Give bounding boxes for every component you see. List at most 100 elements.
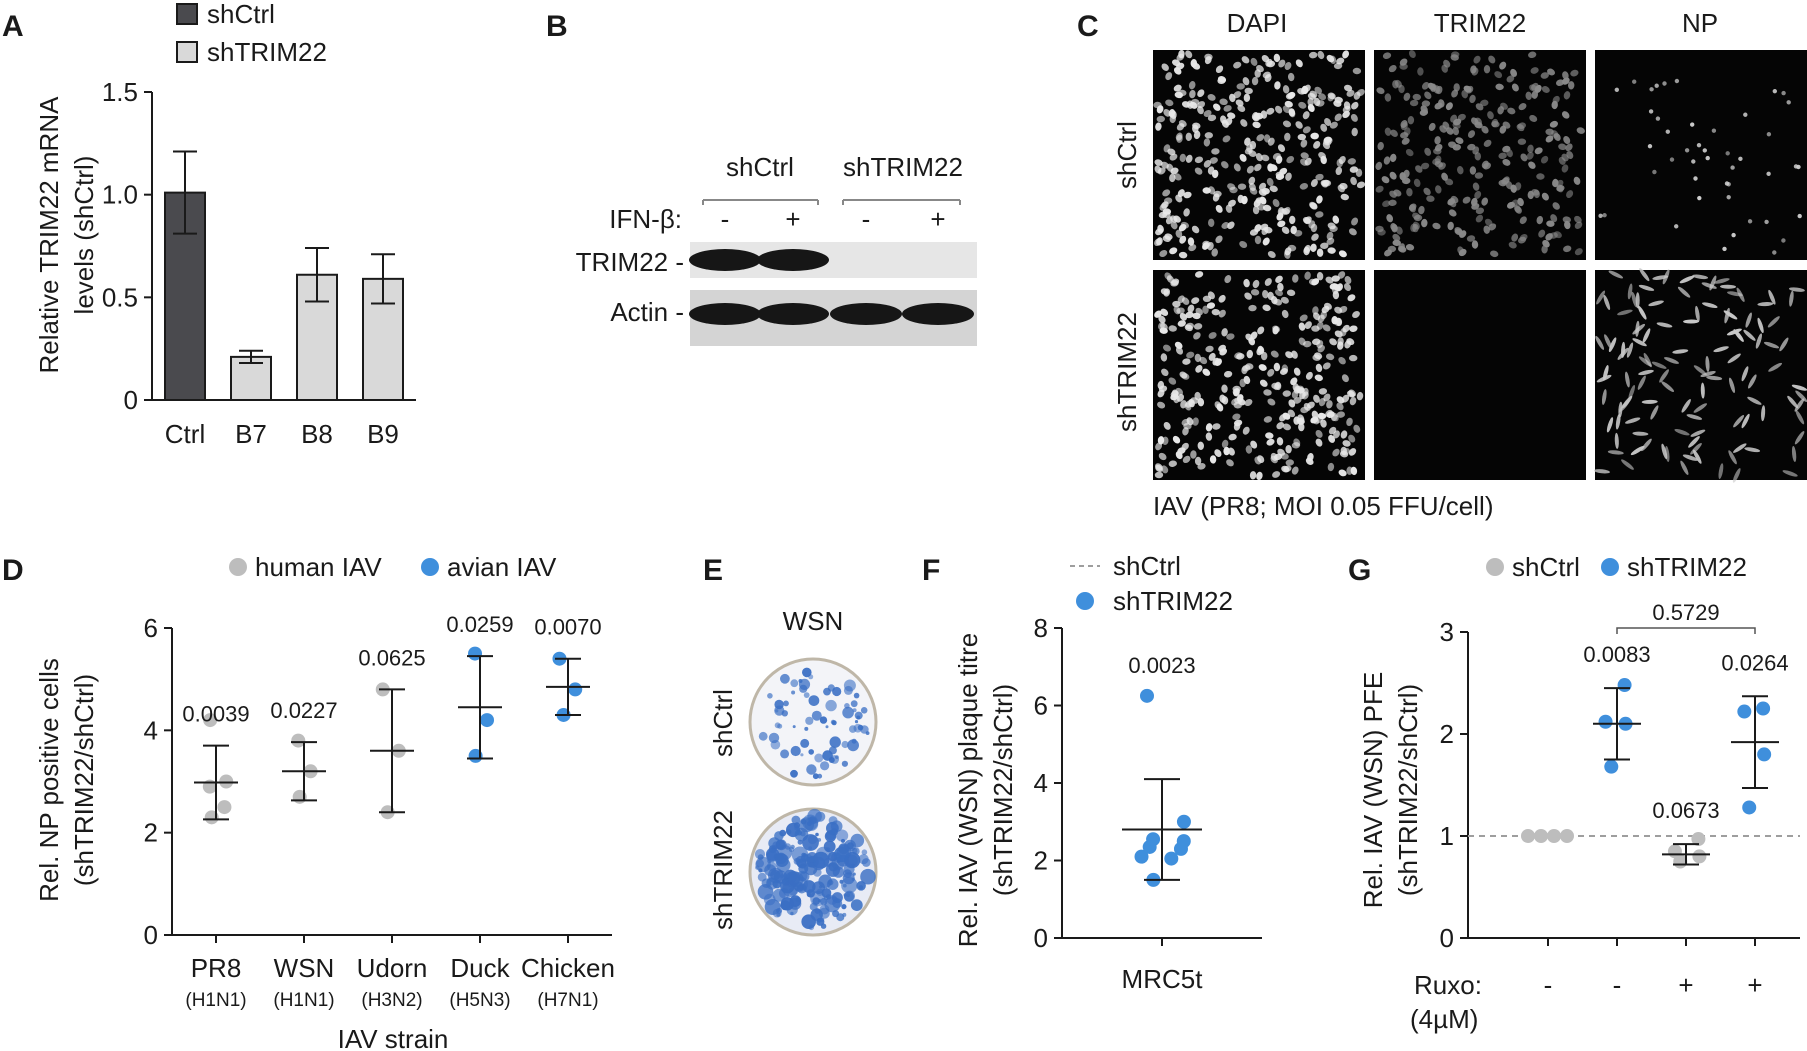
micro-cell (1190, 450, 1197, 459)
micro-cell (1794, 398, 1805, 412)
micro-cell (1192, 312, 1201, 320)
micro-cell (1339, 450, 1349, 458)
micro-cell (1390, 129, 1398, 137)
plaque-spot (825, 699, 837, 712)
plaque-spot (828, 861, 839, 872)
micro-cell (1690, 429, 1706, 437)
micro-cell (1233, 163, 1241, 172)
micro-cell (1419, 109, 1429, 116)
2-y-tick-label: 8 (1034, 613, 1048, 643)
micro-cell (1307, 97, 1314, 107)
micro-cell (1256, 203, 1266, 211)
micro-cell (1723, 310, 1738, 320)
micro-cell (1315, 438, 1323, 447)
micro-cell (1311, 325, 1320, 332)
micro-cell (1347, 158, 1356, 165)
micro-cell (1596, 374, 1612, 383)
micro-cell (1242, 77, 1250, 86)
micro-cell (1316, 248, 1324, 257)
micro-cell (1604, 334, 1612, 349)
micro-cell (1528, 51, 1537, 59)
micro-cell (1298, 422, 1305, 432)
plaque-spot (826, 821, 839, 835)
micro-cell (1305, 457, 1314, 465)
g-data-point (1667, 844, 1682, 859)
micro-cell (1211, 308, 1220, 316)
micro-cell (1462, 196, 1471, 204)
micro-cell (1299, 183, 1309, 190)
micro-cell (1693, 403, 1708, 413)
plaque-spot (758, 731, 768, 741)
micro-cell (1669, 157, 1675, 162)
micro-cell (1555, 79, 1565, 86)
micro-cell (1608, 270, 1624, 279)
micro-cell (1223, 105, 1232, 112)
micro-cell (1236, 353, 1245, 360)
micro-cell (1275, 171, 1284, 179)
micro-cell (1674, 428, 1690, 436)
micro-cell (1529, 115, 1538, 122)
micro-cell (1168, 109, 1176, 118)
micro-cell (1223, 370, 1233, 378)
2-y-tick-label: 2 (1034, 846, 1048, 876)
micro-cell (1355, 168, 1363, 177)
panel-b-western-blot: shCtrl shTRIM22 IFN-β: - + - + TRIM22 - … (576, 152, 977, 346)
micro-cell (1309, 202, 1318, 210)
micro-cell (1300, 139, 1308, 148)
micro-cell (1384, 249, 1392, 257)
micro-cell (1763, 341, 1780, 349)
micro-cell (1602, 213, 1607, 218)
micro-image-shctrl-trim22 (1374, 49, 1586, 260)
micro-cell (1461, 90, 1468, 99)
micro-cell (1191, 225, 1200, 234)
micro-cell (1249, 471, 1257, 480)
micro-cell (1574, 248, 1583, 256)
micro-cell (1241, 56, 1250, 64)
micro-cell (1327, 462, 1335, 472)
micro-cell (1432, 222, 1441, 230)
micro-cell (1332, 448, 1340, 457)
d-data-point (568, 682, 583, 697)
micro-cell (1441, 172, 1448, 181)
f-data-point (1134, 849, 1149, 864)
micro-cell (1686, 414, 1703, 420)
x-tick-sublabel-d: (H3N2) (361, 990, 422, 1011)
micro-cell (1564, 220, 1571, 230)
micro-cell (1392, 239, 1401, 247)
micro-cell (1520, 153, 1528, 162)
micro-cell (1227, 112, 1236, 119)
micro-cell (1702, 148, 1708, 153)
micro-cell (1344, 340, 1352, 349)
micro-cell (1251, 76, 1259, 86)
micro-cell (1154, 238, 1162, 247)
micro-cell (1632, 431, 1649, 436)
legend-g-marker-shctrl (1486, 558, 1504, 576)
micro-cell (1499, 61, 1507, 70)
f-data-point (1176, 814, 1191, 829)
plaque-spot (865, 731, 870, 735)
micro-cell (1219, 98, 1228, 106)
micro-cell (1352, 310, 1360, 319)
micro-cell (1248, 176, 1256, 185)
micro-cell (1227, 221, 1235, 230)
micro-cell (1547, 68, 1555, 76)
micro-cell (1244, 398, 1253, 407)
micro-cell (1342, 50, 1350, 59)
plaque-spot (819, 716, 828, 724)
micro-cell (1163, 344, 1171, 352)
micro-cell (1652, 275, 1669, 280)
micro-cell (1542, 240, 1550, 248)
micro-cell (1495, 83, 1504, 91)
micro-cell (1287, 72, 1295, 82)
micro-cell (1606, 417, 1614, 433)
micro-cell (1643, 352, 1652, 368)
plaque-spot (850, 700, 858, 708)
micro-cell (1303, 340, 1312, 348)
micro-cell (1475, 214, 1484, 223)
micro-cell (1350, 176, 1357, 186)
legend-a-swatch-shctrl (176, 3, 198, 25)
micro-cell (1257, 326, 1265, 335)
micro-cell (1310, 243, 1317, 252)
x-tick-label-a: B8 (301, 419, 333, 449)
micro-cell (1733, 443, 1747, 453)
